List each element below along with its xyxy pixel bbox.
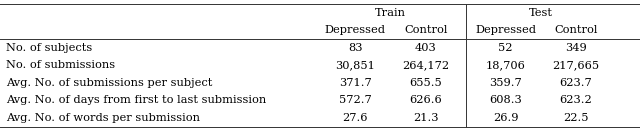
- Text: No. of submissions: No. of submissions: [6, 60, 116, 70]
- Text: 22.5: 22.5: [563, 113, 589, 123]
- Text: 623.2: 623.2: [559, 95, 593, 105]
- Text: 21.3: 21.3: [413, 113, 438, 123]
- Text: 26.9: 26.9: [493, 113, 518, 123]
- Text: 349: 349: [565, 43, 587, 53]
- Text: 655.5: 655.5: [409, 78, 442, 88]
- Text: Depressed: Depressed: [324, 25, 386, 35]
- Text: 403: 403: [415, 43, 436, 53]
- Text: Avg. No. of submissions per subject: Avg. No. of submissions per subject: [6, 78, 212, 88]
- Text: Depressed: Depressed: [475, 25, 536, 35]
- Text: 359.7: 359.7: [489, 78, 522, 88]
- Text: 572.7: 572.7: [339, 95, 372, 105]
- Text: 623.7: 623.7: [559, 78, 593, 88]
- Text: 83: 83: [348, 43, 362, 53]
- Text: 30,851: 30,851: [335, 60, 375, 70]
- Text: 371.7: 371.7: [339, 78, 372, 88]
- Text: No. of subjects: No. of subjects: [6, 43, 93, 53]
- Text: 27.6: 27.6: [342, 113, 368, 123]
- Text: 18,706: 18,706: [486, 60, 525, 70]
- Text: Avg. No. of words per submission: Avg. No. of words per submission: [6, 113, 200, 123]
- Text: 264,172: 264,172: [402, 60, 449, 70]
- Text: Test: Test: [529, 8, 553, 18]
- Text: 52: 52: [499, 43, 513, 53]
- Text: 608.3: 608.3: [489, 95, 522, 105]
- Text: Train: Train: [375, 8, 406, 18]
- Text: Avg. No. of days from first to last submission: Avg. No. of days from first to last subm…: [6, 95, 267, 105]
- Text: Control: Control: [554, 25, 598, 35]
- Text: 217,665: 217,665: [552, 60, 600, 70]
- Text: 626.6: 626.6: [409, 95, 442, 105]
- Text: Control: Control: [404, 25, 447, 35]
